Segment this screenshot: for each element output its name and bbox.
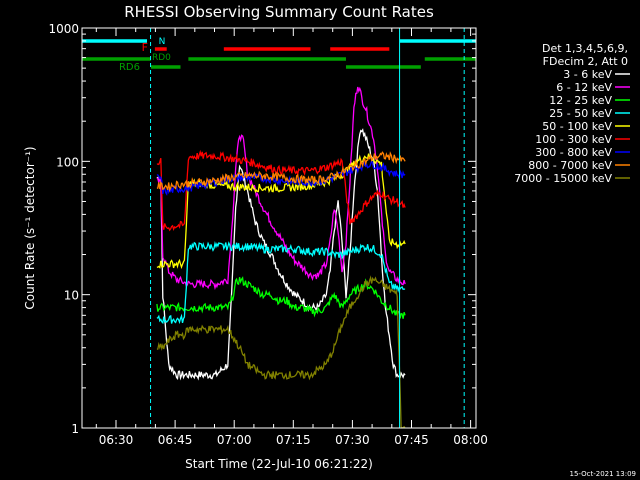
x-tick-label-4: 07:30 xyxy=(335,433,370,447)
axes: 06:30 06:45 07:00 07:15 07:30 07:45 08:00 1 10 10… xyxy=(48,22,487,447)
series-line-1 xyxy=(156,86,406,291)
legend-label-3: 25 - 50 keV xyxy=(549,107,612,120)
series-line-8 xyxy=(156,275,406,429)
y-tick-label-2: 100 xyxy=(56,155,79,169)
flag-label-rd0: RD0 xyxy=(152,53,171,63)
y-tick-label-3: 1000 xyxy=(48,22,79,36)
plot-frame xyxy=(81,27,477,429)
series-line-5 xyxy=(156,149,406,232)
flag-label-rd6: RD6 xyxy=(119,62,140,73)
flag-label-f: F xyxy=(142,41,148,54)
chart-title: RHESSI Observing Summary Count Rates xyxy=(124,3,434,21)
x-tick-label-1: 06:45 xyxy=(158,433,193,447)
flag-bars: N F RD0 RD6 xyxy=(82,37,476,73)
legend-label-2: 12 - 25 keV xyxy=(549,94,612,107)
legend-label-5: 100 - 300 keV xyxy=(535,133,612,146)
legend-label-0: 3 - 6 keV xyxy=(563,68,612,81)
y-axis-label: Count Rate (s⁻¹ detector⁻¹) xyxy=(23,146,37,309)
x-tick-label-2: 07:00 xyxy=(217,433,252,447)
x-tick-label-5: 07:45 xyxy=(394,433,429,447)
series-line-0 xyxy=(156,128,406,381)
legend-header-1: Det 1,3,4,5,6,9, xyxy=(542,42,628,55)
flag-label-n: N xyxy=(159,37,166,47)
x-tick-label-3: 07:15 xyxy=(276,433,311,447)
x-tick-label-6: 08:00 xyxy=(453,433,488,447)
y-tick-label-1: 10 xyxy=(64,289,79,303)
timestamp: 15-Oct-2021 13:09 xyxy=(570,470,636,478)
series-line-7 xyxy=(156,151,406,193)
legend-label-8: 7000 - 15000 keV xyxy=(514,172,612,185)
legend-label-6: 300 - 800 keV xyxy=(535,146,612,159)
legend-label-7: 800 - 7000 keV xyxy=(528,159,612,172)
y-tick-label-0: 1 xyxy=(71,422,79,436)
x-axis-label: Start Time (22-Jul-10 06:21:22) xyxy=(185,457,373,471)
series-group xyxy=(156,86,406,429)
legend-label-1: 6 - 12 keV xyxy=(556,81,612,94)
legend-label-4: 50 - 100 keV xyxy=(542,120,612,133)
x-tick-label-0: 06:30 xyxy=(99,433,134,447)
legend: Det 1,3,4,5,6,9, FDecim 2, Att 0 3 - 6 k… xyxy=(514,42,630,185)
series-line-3 xyxy=(156,240,406,325)
legend-header-2: FDecim 2, Att 0 xyxy=(543,55,628,68)
vertical-markers xyxy=(150,28,465,428)
